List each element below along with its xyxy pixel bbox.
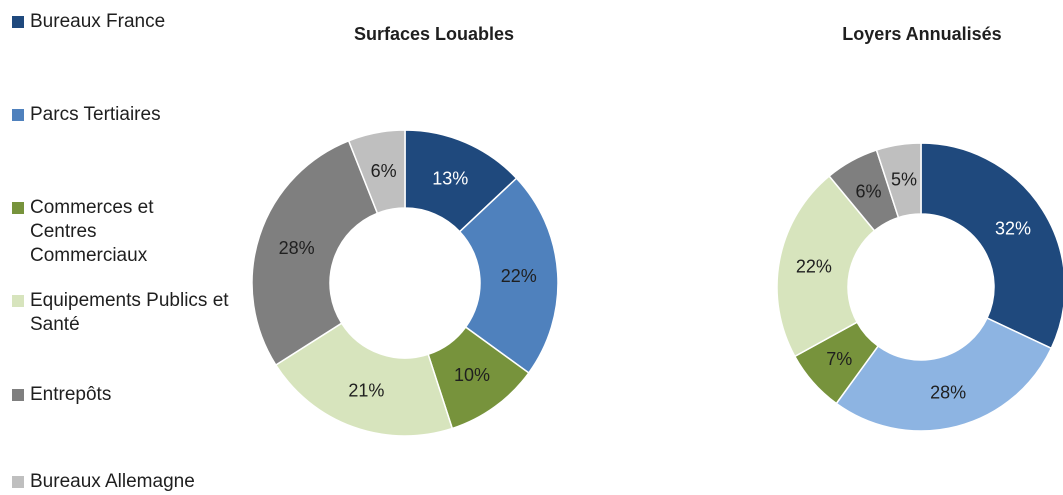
legend-swatch [12,389,24,401]
slice-label-surfaces-0: 13% [432,168,468,188]
legend-item-equipements: Equipements Publics et Santé [12,289,245,337]
chart-title-surfaces: Surfaces Louables [353,24,515,44]
slice-label-loyers-3: 22% [796,257,832,277]
slice-label-loyers-0: 32% [995,219,1031,239]
legend-item-entrepots: Entrepôts [12,383,250,407]
legend: Bureaux France Parcs Tertiaires Commerce… [0,0,250,495]
slice-label-surfaces-2: 10% [454,365,490,385]
legend-label: Commerces et Centres Commerciaux [30,197,154,266]
slice-label-surfaces-3: 21% [348,380,384,400]
legend-item-commerces: Commerces et Centres Commerciaux [12,196,180,268]
legend-label: Bureaux France [30,11,166,32]
legend-label: Parcs Tertiaires [30,104,161,125]
slice-surfaces-1 [458,177,559,374]
chart-title-loyers: Loyers Annualisés [842,24,1002,44]
slice-loyers-0 [920,142,1063,350]
legend-swatch [12,295,24,307]
slice-label-loyers-1: 28% [930,383,966,403]
legend-label: Equipements Publics et Santé [30,290,229,335]
slice-loyers-1 [835,317,1053,432]
slice-label-surfaces-4: 28% [279,238,315,258]
legend-swatch [12,202,24,214]
legend-label: Bureaux Allemagne [30,471,195,492]
slice-surfaces-4 [251,139,379,367]
slice-label-surfaces-5: 6% [371,161,397,181]
legend-item-bureaux-france: Bureaux France [12,10,250,34]
slice-label-loyers-5: 5% [891,169,917,189]
legend-item-parcs-tertiaires: Parcs Tertiaires [12,103,250,127]
legend-swatch [12,476,24,488]
slice-label-loyers-2: 7% [826,349,852,369]
legend-swatch [12,109,24,121]
slice-label-surfaces-1: 22% [501,266,537,286]
slice-loyers-3 [776,174,876,358]
legend-item-bureaux-allemagne: Bureaux Allemagne [12,470,250,494]
slice-surfaces-5 [347,129,406,215]
legend-label: Entrepôts [30,384,112,405]
slice-label-loyers-4: 6% [855,181,881,201]
legend-swatch [12,16,24,28]
slice-surfaces-3 [274,322,454,437]
slice-loyers-5 [875,142,922,219]
